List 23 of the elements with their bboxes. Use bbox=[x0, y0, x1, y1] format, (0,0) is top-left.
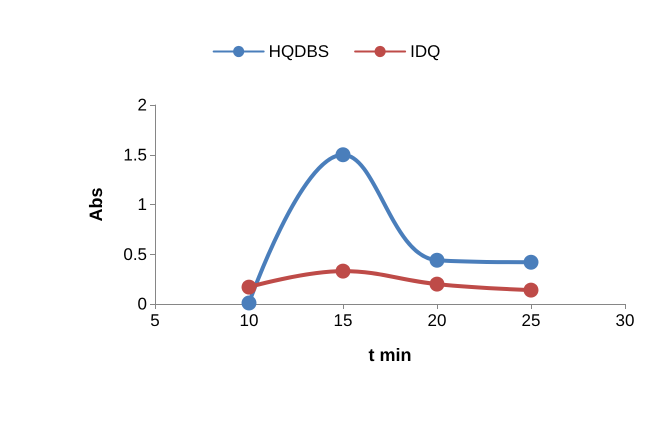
y-tick-label: 0 bbox=[138, 294, 147, 314]
x-tick-label: 15 bbox=[334, 311, 352, 330]
legend-label: HQDBS bbox=[268, 42, 330, 61]
y-axis-title: Abs bbox=[86, 187, 106, 222]
y-tick-label: 0.5 bbox=[123, 244, 147, 264]
point bbox=[430, 252, 444, 268]
y-tick-label: 1.5 bbox=[123, 145, 147, 164]
legend-label: IDQ bbox=[410, 42, 440, 61]
point bbox=[242, 280, 256, 295]
point bbox=[524, 282, 538, 298]
x-tick-label: 5 bbox=[150, 311, 160, 330]
x-tick-label: 30 bbox=[616, 311, 634, 330]
y-tick-label: 2 bbox=[138, 96, 147, 114]
point bbox=[336, 147, 350, 162]
x-axis-title: t min bbox=[368, 345, 412, 365]
point bbox=[524, 254, 538, 270]
x-tick-label: 20 bbox=[428, 311, 446, 330]
point bbox=[430, 276, 444, 292]
point bbox=[242, 296, 256, 310]
y-tick-label: 1 bbox=[138, 195, 147, 214]
x-tick-label: 10 bbox=[240, 311, 258, 330]
x-tick-label: 25 bbox=[522, 311, 540, 330]
point bbox=[336, 264, 350, 279]
